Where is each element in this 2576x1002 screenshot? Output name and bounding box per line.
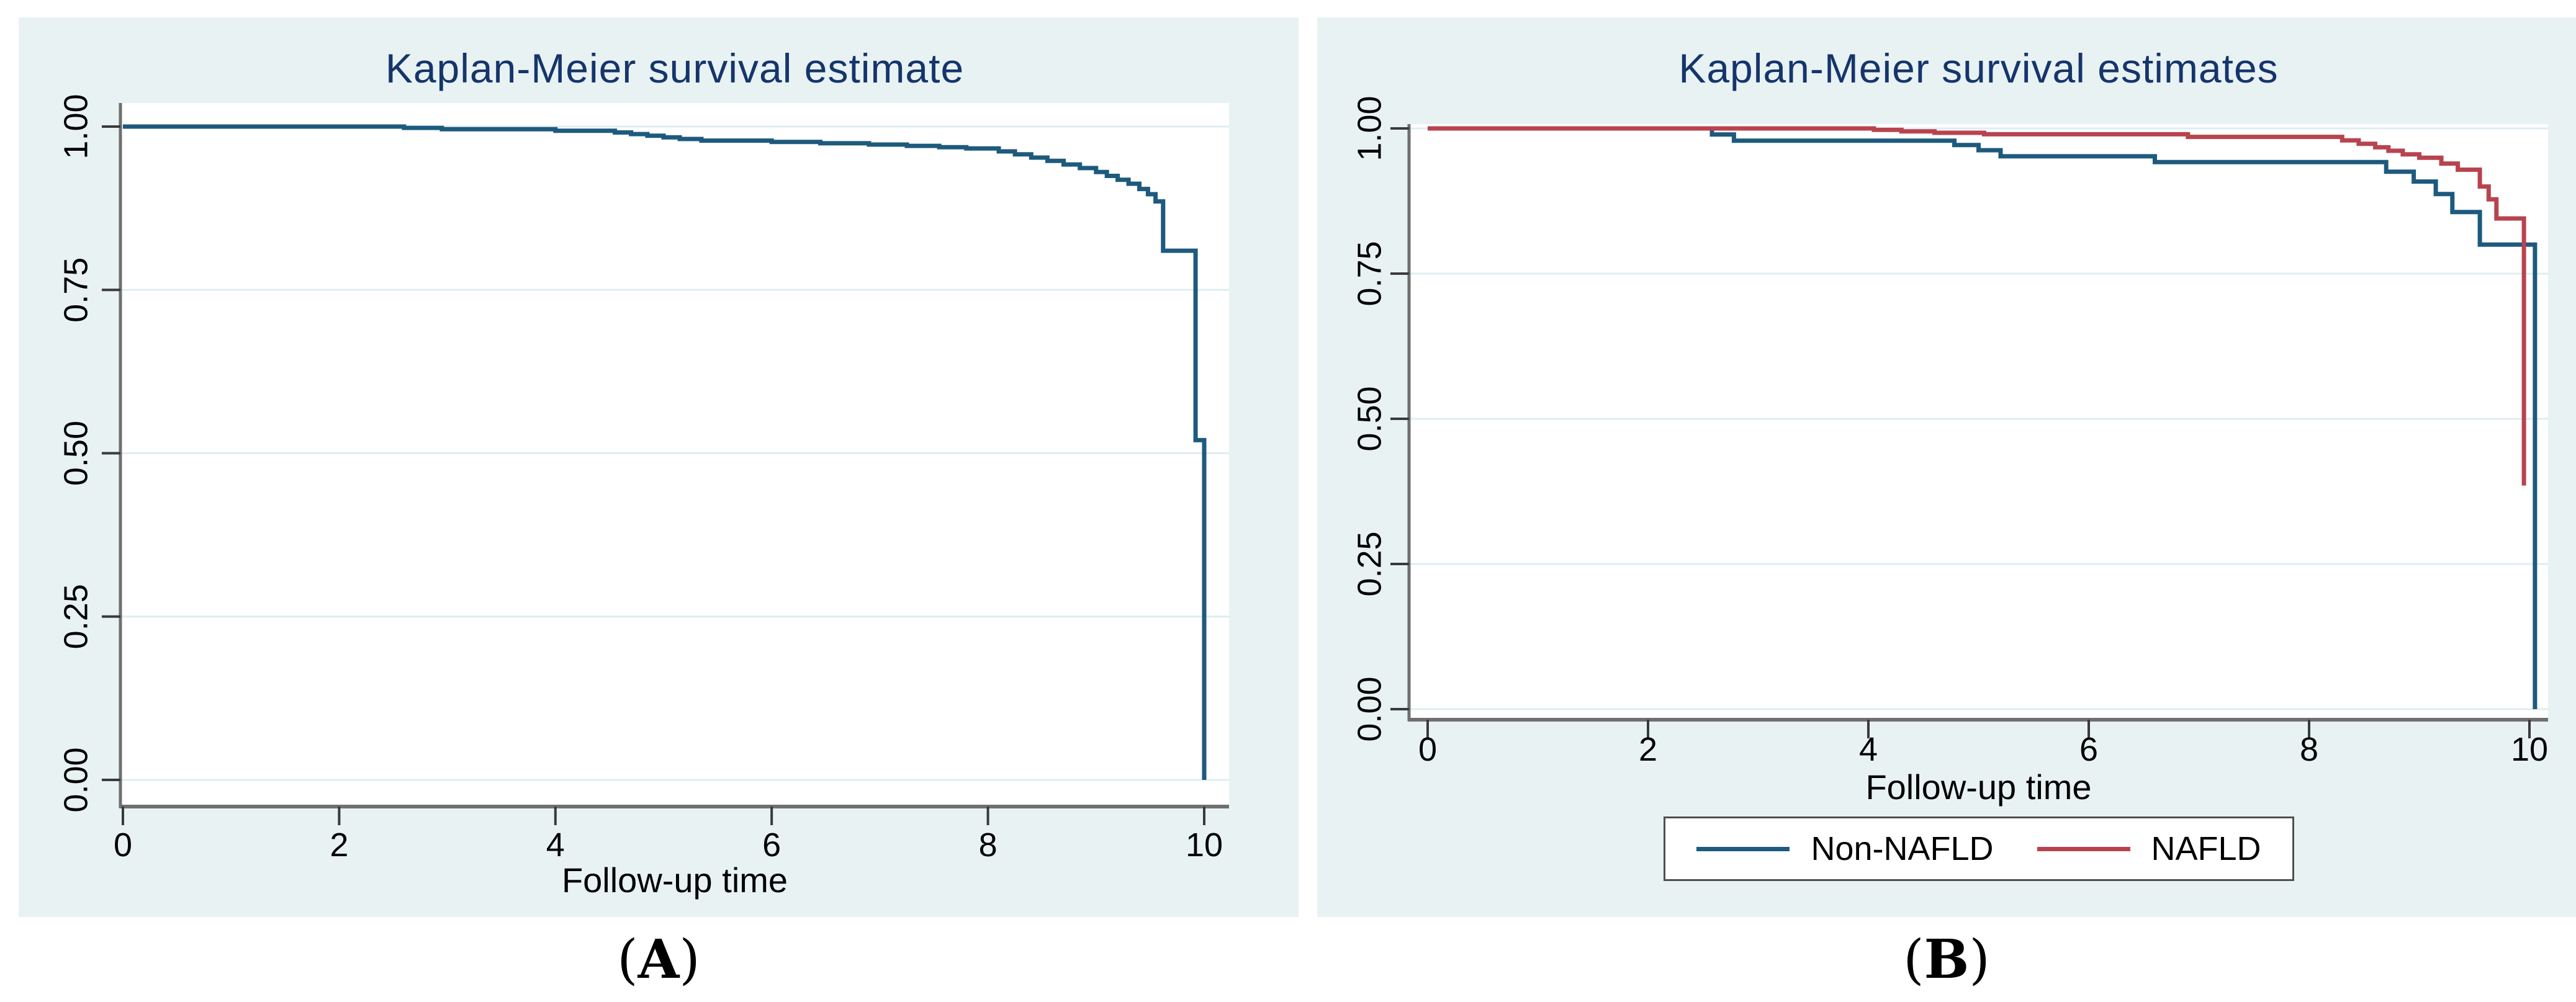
x-tick-label: 8: [2300, 731, 2318, 768]
y-tick-label: 0.75: [57, 257, 94, 323]
x-tick-label: 10: [1186, 826, 1223, 864]
y-tick-label: 0.00: [57, 747, 94, 812]
chart-title-b: Kaplan-Meier survival estimates: [1678, 45, 2279, 91]
x-tick-label: 6: [762, 826, 781, 864]
panel-caption-b: (B): [1903, 928, 1990, 991]
x-tick-label: 4: [546, 826, 565, 864]
legend-label-nafld: NAFLD: [2151, 830, 2261, 867]
legend-item-non-nafld: Non-NAFLD: [1696, 830, 1994, 868]
y-tick-label: 1.00: [57, 94, 94, 159]
y-tick-label: 1.00: [1351, 96, 1388, 161]
legend-item-nafld: NAFLD: [2037, 830, 2261, 868]
x-tick-label: 2: [330, 826, 348, 864]
x-tick-label: 0: [114, 826, 132, 864]
legend-label-non-nafld: Non-NAFLD: [1811, 830, 1994, 867]
x-tick-label: 4: [1859, 731, 1878, 768]
plot-area: [120, 103, 1229, 807]
nafld-line-swatch: [2037, 846, 2130, 851]
x-tick-label: 2: [1639, 731, 1657, 768]
plot-area: [1409, 124, 2548, 720]
y-tick-label: 0.25: [1351, 531, 1388, 596]
survival-curve-survival: [123, 124, 1207, 780]
km-panel-a: Kaplan-Meier survival estimate 1.00 0.75 0…: [19, 17, 1299, 917]
x-tick-label: 0: [1418, 731, 1437, 768]
x-tick-label: 6: [2079, 731, 2098, 768]
survival-curve-non-nafld: [1428, 126, 2538, 709]
x-tick-label: 10: [2511, 731, 2548, 768]
chart-title-a: Kaplan-Meier survival estimate: [385, 45, 965, 91]
legend: Non-NAFLD NAFLD: [1664, 816, 2294, 881]
km-chart-a: 1.00 0.75 0.50 0.25 0.00 0 2 4 6 8 10: [57, 94, 1229, 864]
x-axis-label-b: Follow-up time: [1865, 767, 2092, 807]
x-axis-label-a: Follow-up time: [561, 861, 788, 900]
panel-caption-a: (A): [617, 928, 700, 991]
x-tick-label: 8: [979, 826, 998, 864]
non-nafld-line-swatch: [1696, 846, 1790, 851]
km-panel-b: Kaplan-Meier survival estimates 1.00 0.75…: [1317, 17, 2576, 917]
km-chart-b: 1.00 0.75 0.50 0.25 0.00 0 2 4 6 8 10: [1351, 96, 2548, 768]
y-tick-label: 0.75: [1351, 241, 1388, 306]
y-tick-label: 0.50: [1351, 386, 1388, 451]
y-tick-label: 0.50: [57, 421, 94, 486]
survival-curve-nafld: [1428, 126, 2526, 486]
y-tick-label: 0.25: [57, 584, 94, 649]
y-tick-label: 0.00: [1351, 676, 1388, 741]
